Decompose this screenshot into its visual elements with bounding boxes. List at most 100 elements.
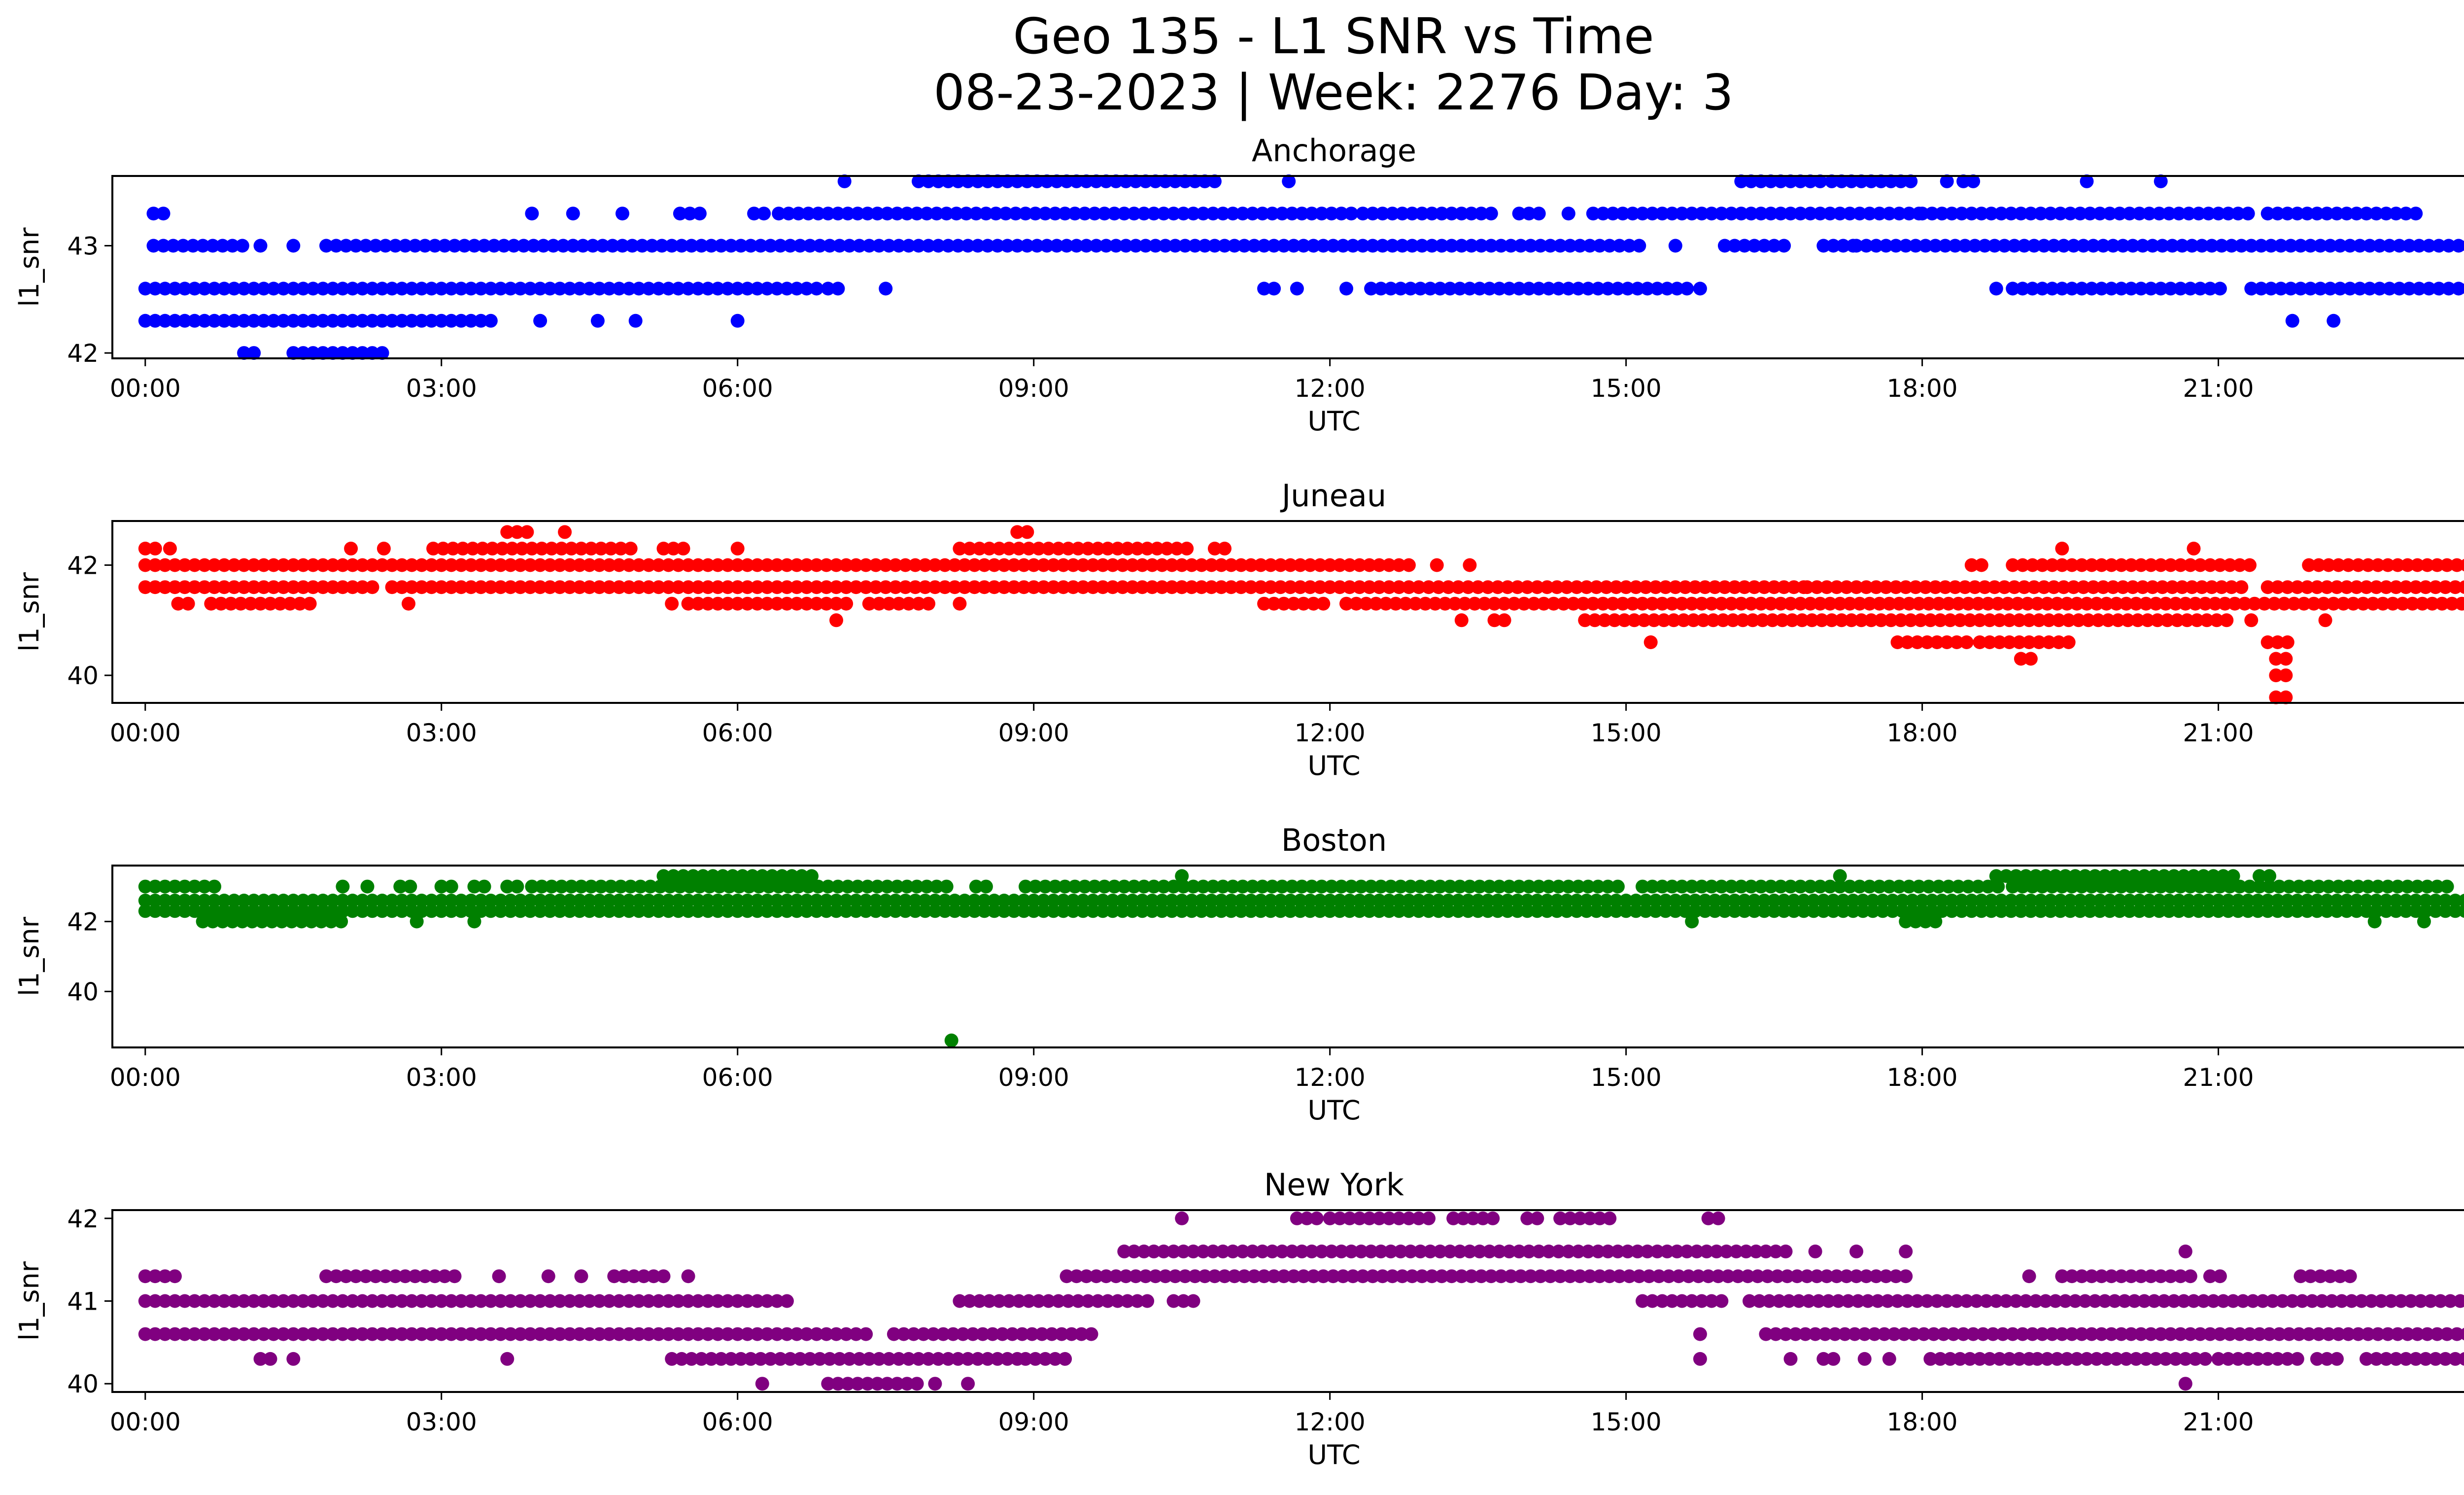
data-point (2258, 596, 2271, 611)
data-point (839, 558, 854, 572)
data-point (1724, 879, 1739, 894)
data-point (1255, 1244, 1269, 1258)
data-point (1808, 1327, 1822, 1341)
data-point (1964, 558, 1979, 572)
data-point (2014, 904, 2028, 918)
data-point (1916, 1327, 1931, 1341)
data-point (592, 281, 607, 296)
data-point (1685, 207, 1699, 221)
data-point (2280, 1352, 2294, 1366)
data-point (1046, 580, 1061, 594)
data-point (1395, 207, 1409, 221)
data-point (1444, 1269, 1459, 1284)
data-point (2307, 596, 2321, 611)
data-point (158, 1294, 172, 1308)
data-point (1432, 904, 1445, 918)
data-point (295, 914, 308, 929)
data-point (1126, 904, 1139, 918)
data-point (1155, 904, 1169, 918)
data-point (1743, 1294, 1756, 1308)
data-point (1277, 596, 1291, 611)
data-point (701, 596, 715, 611)
data-point (2381, 1327, 2395, 1341)
data-point (1520, 1211, 1535, 1225)
data-point (513, 1294, 527, 1308)
data-point (1647, 613, 1661, 627)
data-point (198, 313, 211, 328)
data-point (770, 904, 784, 918)
data-point (1235, 1244, 1250, 1258)
scatter-points-new-york (138, 1211, 2464, 1391)
data-point (474, 1294, 488, 1308)
data-point (1150, 541, 1164, 556)
data-point (2165, 580, 2180, 594)
data-point (651, 1327, 666, 1341)
data-point (2372, 281, 2387, 296)
data-point (1285, 1244, 1299, 1258)
data-point (1099, 239, 1113, 253)
data-point (1785, 613, 1799, 627)
data-point (2262, 1327, 2277, 1341)
data-point (1285, 207, 1299, 221)
data-point (1461, 894, 1475, 907)
data-point (1800, 580, 1814, 594)
data-point (2193, 558, 2207, 572)
data-point (553, 281, 567, 296)
x-tick-label: 06:00 (702, 1063, 773, 1092)
data-point (138, 1269, 152, 1284)
data-point (592, 1327, 607, 1341)
data-point (2134, 1327, 2148, 1341)
data-point (217, 313, 231, 328)
data-point (296, 894, 310, 907)
data-point (1121, 1294, 1134, 1308)
data-point (1876, 894, 1890, 907)
data-point (296, 904, 310, 918)
data-point (339, 239, 353, 253)
data-point (487, 239, 501, 253)
data-point (831, 1377, 845, 1391)
data-point (1923, 1352, 1938, 1366)
data-point (1293, 580, 1307, 594)
data-point (2025, 879, 2040, 894)
data-point (1879, 239, 1893, 253)
data-point (752, 879, 766, 894)
data-point (2274, 281, 2288, 296)
data-point (2280, 207, 2294, 221)
data-point (1055, 1327, 1069, 1341)
data-point (1892, 879, 1906, 894)
data-point (436, 541, 450, 556)
data-point (1007, 904, 1021, 918)
data-point (1925, 207, 1939, 221)
data-point (1293, 558, 1307, 572)
data-point (1932, 596, 1946, 611)
data-point (2438, 894, 2453, 907)
data-point (829, 558, 843, 572)
data-point (2272, 1327, 2287, 1341)
data-point (434, 558, 448, 572)
data-point (1041, 541, 1056, 556)
data-point (1989, 869, 2003, 883)
data-point (1228, 239, 1241, 253)
data-point (2162, 904, 2176, 918)
data-point (1918, 580, 1933, 594)
data-point (263, 1352, 277, 1366)
data-point (1157, 879, 1171, 894)
data-point (1690, 1244, 1704, 1258)
data-point (2333, 281, 2347, 296)
data-point (2341, 879, 2356, 894)
data-point (971, 239, 985, 253)
data-point (1655, 596, 1670, 611)
data-point (1920, 635, 1934, 649)
data-point (1076, 904, 1090, 918)
data-point (1777, 580, 1791, 594)
data-point (763, 1352, 778, 1366)
data-point (477, 879, 491, 894)
data-point (656, 869, 671, 883)
data-point (900, 1377, 914, 1391)
data-point (2312, 1327, 2326, 1341)
data-point (1126, 558, 1139, 572)
data-point (395, 1327, 409, 1341)
data-point (750, 904, 764, 918)
data-point (1561, 879, 1575, 894)
data-point (1921, 879, 1936, 894)
